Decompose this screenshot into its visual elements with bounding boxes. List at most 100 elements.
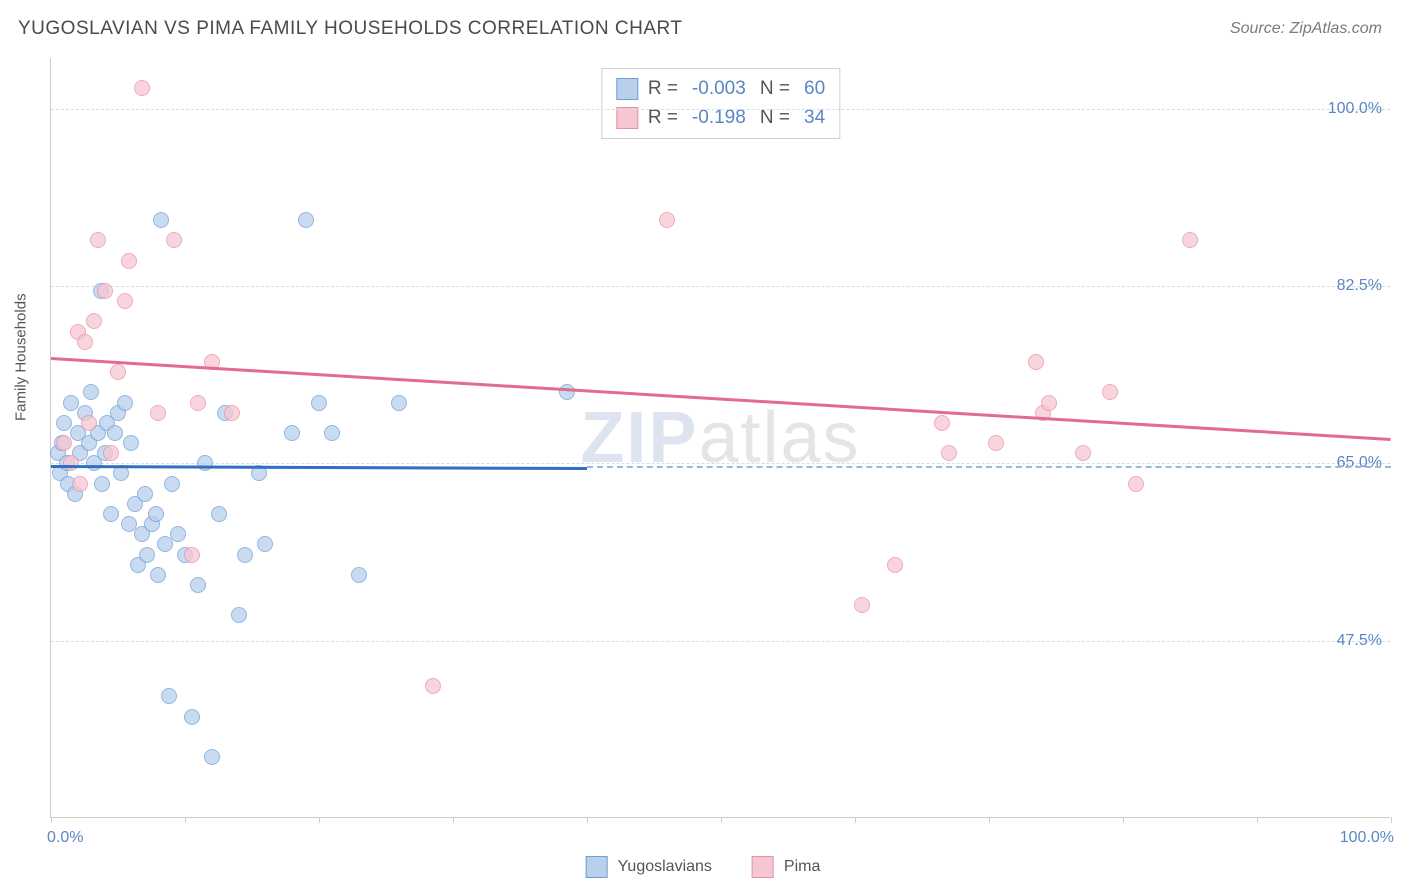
data-point — [121, 253, 137, 269]
y-grid-label: 82.5% — [1337, 277, 1382, 295]
swatch-pima — [616, 107, 638, 129]
x-axis-label-min: 0.0% — [47, 829, 83, 847]
legend-label: Pima — [784, 858, 820, 876]
gridline — [51, 286, 1390, 287]
data-point — [190, 577, 206, 593]
data-point — [170, 526, 186, 542]
x-axis-label-max: 100.0% — [1340, 829, 1394, 847]
data-point — [190, 395, 206, 411]
data-point — [887, 557, 903, 573]
data-point — [123, 435, 139, 451]
data-point — [161, 688, 177, 704]
gridline — [51, 463, 1390, 464]
data-point — [153, 212, 169, 228]
data-point — [311, 395, 327, 411]
n-value: 60 — [804, 75, 825, 104]
legend-item-pima: Pima — [752, 856, 820, 878]
r-value: -0.003 — [692, 75, 750, 104]
data-point — [351, 567, 367, 583]
data-point — [90, 232, 106, 248]
data-point — [224, 405, 240, 421]
data-point — [854, 597, 870, 613]
data-point — [197, 455, 213, 471]
legend: Yugoslavians Pima — [586, 856, 821, 878]
data-point — [150, 405, 166, 421]
data-point — [1128, 476, 1144, 492]
data-point — [164, 476, 180, 492]
data-point — [284, 425, 300, 441]
y-grid-label: 100.0% — [1328, 100, 1382, 118]
stats-row-yugoslavians: R = -0.003 N = 60 — [616, 75, 825, 104]
data-point — [150, 567, 166, 583]
y-grid-label: 65.0% — [1337, 454, 1382, 472]
data-point — [157, 536, 173, 552]
data-point — [1075, 445, 1091, 461]
data-point — [86, 313, 102, 329]
data-point — [298, 212, 314, 228]
data-point — [94, 476, 110, 492]
r-label: R = — [648, 75, 678, 104]
legend-label: Yugoslavians — [618, 858, 712, 876]
data-point — [425, 678, 441, 694]
trend-line — [51, 357, 1391, 441]
data-point — [137, 486, 153, 502]
data-point — [1102, 384, 1118, 400]
data-point — [324, 425, 340, 441]
data-point — [391, 395, 407, 411]
data-point — [941, 445, 957, 461]
data-point — [110, 364, 126, 380]
data-point — [139, 547, 155, 563]
legend-item-yugoslavians: Yugoslavians — [586, 856, 712, 878]
data-point — [1182, 232, 1198, 248]
x-tick — [1391, 817, 1392, 823]
gridline — [51, 109, 1390, 110]
data-point — [97, 283, 113, 299]
x-tick — [587, 817, 588, 823]
data-point — [204, 749, 220, 765]
data-point — [117, 293, 133, 309]
data-point — [77, 334, 93, 350]
data-point — [1028, 354, 1044, 370]
data-point — [103, 445, 119, 461]
scatter-chart: Family Households ZIPatlas R = -0.003 N … — [50, 58, 1390, 818]
data-point — [1041, 395, 1057, 411]
x-tick — [1123, 817, 1124, 823]
data-point — [63, 455, 79, 471]
data-point — [166, 232, 182, 248]
x-tick — [721, 817, 722, 823]
legend-swatch-pima — [752, 856, 774, 878]
x-tick — [1257, 817, 1258, 823]
data-point — [231, 607, 247, 623]
x-tick — [453, 817, 454, 823]
x-tick — [185, 817, 186, 823]
y-grid-label: 47.5% — [1337, 632, 1382, 650]
x-tick — [319, 817, 320, 823]
data-point — [107, 425, 123, 441]
data-point — [659, 212, 675, 228]
gridline — [51, 641, 1390, 642]
data-point — [184, 709, 200, 725]
chart-title: YUGOSLAVIAN VS PIMA FAMILY HOUSEHOLDS CO… — [18, 18, 683, 40]
n-label: N = — [760, 75, 790, 104]
correlation-stats-box: R = -0.003 N = 60 R = -0.198 N = 34 — [601, 68, 840, 139]
data-point — [81, 415, 97, 431]
swatch-yugoslavians — [616, 78, 638, 100]
data-point — [559, 384, 575, 400]
source-attribution: Source: ZipAtlas.com — [1230, 20, 1382, 38]
data-point — [56, 435, 72, 451]
trend-line-extrapolation — [587, 466, 1391, 468]
data-point — [113, 465, 129, 481]
data-point — [117, 395, 133, 411]
data-point — [184, 547, 200, 563]
data-point — [257, 536, 273, 552]
data-point — [237, 547, 253, 563]
data-point — [103, 506, 119, 522]
y-axis-title: Family Households — [13, 293, 30, 421]
data-point — [211, 506, 227, 522]
legend-swatch-yugoslavians — [586, 856, 608, 878]
data-point — [134, 80, 150, 96]
trend-line — [51, 465, 587, 470]
data-point — [72, 476, 88, 492]
x-tick — [51, 817, 52, 823]
data-point — [934, 415, 950, 431]
